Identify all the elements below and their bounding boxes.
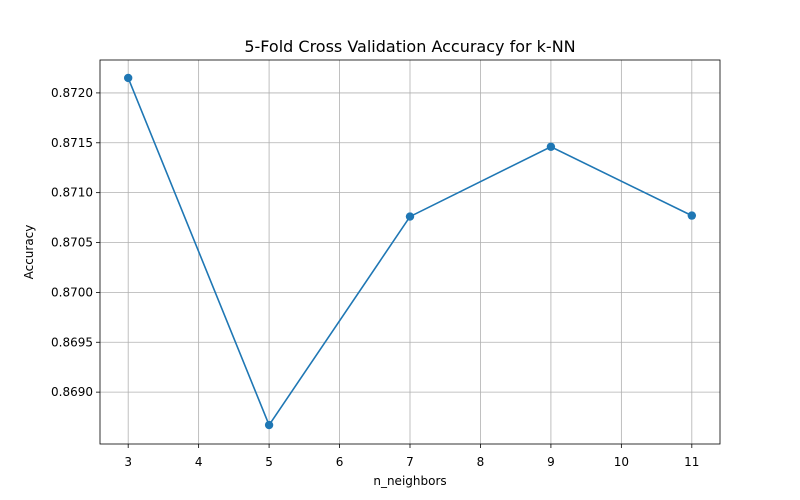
y-tick-label: 0.8715 [51,136,93,150]
x-grid-lines [127,60,693,444]
data-point [264,420,274,430]
x-tick-label: 10 [614,455,629,469]
x-tick-label: 9 [547,455,555,469]
chart-title: 5-Fold Cross Validation Accuracy for k-N… [244,37,575,56]
x-tick-label: 7 [406,455,414,469]
x-tick-label: 4 [195,455,203,469]
y-tick-label: 0.8695 [51,335,93,349]
y-grid-lines [100,92,720,393]
data-point [405,212,415,221]
x-tick-label: 8 [477,455,485,469]
y-tick-label: 0.8720 [51,86,93,100]
series-layer [123,73,697,430]
y-axis-ticks: 0.8690 0.8695 0.8700 0.8705 0.8710 0.8715 0.87… [51,86,100,399]
y-axis-label: Accuracy [22,225,36,280]
x-tick-label: 5 [265,455,273,469]
y-tick-label: 0.8710 [51,186,93,200]
data-point [687,211,697,220]
x-tick-label: 3 [124,455,132,469]
y-tick-label: 0.8705 [51,236,93,250]
y-tick-label: 0.8690 [51,385,93,399]
data-point [123,73,133,83]
data-point [546,142,556,151]
x-axis-label: n_neighbors [373,474,446,488]
y-tick-label: 0.8700 [51,285,93,299]
x-axis-ticks: 3 4 5 6 7 8 9 10 11 [124,444,699,469]
x-tick-label: 11 [684,455,699,469]
x-tick-label: 6 [336,455,344,469]
